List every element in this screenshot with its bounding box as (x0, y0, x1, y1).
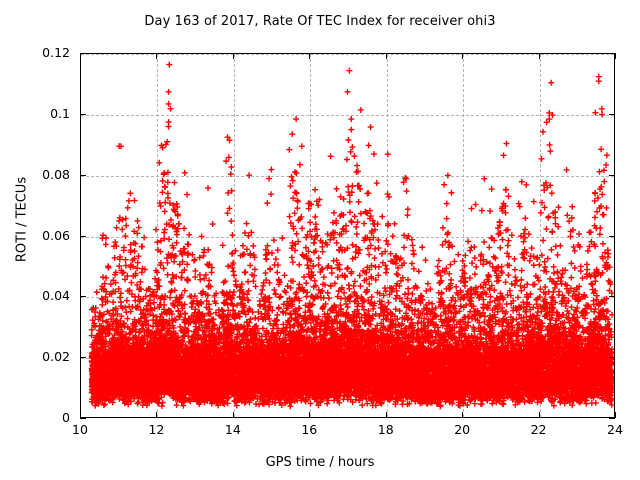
x-tick-mark (232, 412, 234, 418)
y-tick-label: 0.1 (50, 105, 70, 121)
y-tick-mark (609, 53, 615, 54)
x-tick-mark (538, 412, 540, 418)
x-axis-label: GPS time / hours (265, 455, 375, 470)
x-tick-label: 18 (377, 422, 394, 437)
gridline-vertical (386, 54, 388, 417)
y-tick-mark (609, 113, 615, 115)
plot-area (80, 53, 615, 418)
x-tick-mark (156, 53, 158, 59)
gridline-horizontal (81, 175, 614, 177)
y-tick-label: 0.06 (42, 227, 70, 243)
x-tick-mark (462, 412, 464, 418)
gridline-horizontal (81, 114, 614, 116)
x-tick-label: 14 (224, 422, 241, 437)
y-tick-label: 0.08 (42, 166, 70, 182)
x-tick-mark (156, 412, 158, 418)
y-tick-mark (80, 53, 86, 54)
x-tick-mark (538, 53, 540, 59)
y-tick-label: 0.12 (42, 45, 70, 60)
y-axis-label: ROTI / TECUs (14, 176, 30, 263)
x-tick-mark (309, 53, 311, 59)
gridline-vertical (310, 54, 312, 417)
x-tick-mark (615, 53, 616, 59)
gridline-vertical (157, 54, 159, 417)
y-tick-mark (609, 296, 615, 298)
y-tick-label: 0.02 (42, 349, 70, 365)
y-tick-mark (609, 357, 615, 359)
x-tick-mark (309, 412, 311, 418)
gridline-vertical (539, 54, 541, 417)
x-tick-mark (80, 412, 81, 418)
y-tick-mark (609, 235, 615, 237)
chart-title: Day 163 of 2017, Rate Of TEC Index for r… (144, 14, 496, 29)
x-tick-mark (615, 412, 616, 418)
y-tick-label: 0 (62, 410, 70, 425)
x-tick-mark (385, 412, 387, 418)
x-tick-label: 12 (148, 422, 165, 437)
y-tick-mark (80, 418, 86, 419)
gridline-vertical (463, 54, 465, 417)
scatter-points (88, 61, 614, 410)
x-tick-mark (80, 53, 81, 59)
y-tick-mark (80, 113, 86, 115)
y-tick-mark (80, 174, 86, 176)
y-tick-mark (609, 418, 615, 419)
y-tick-mark (80, 357, 86, 359)
x-tick-label: 20 (454, 422, 471, 437)
x-tick-label: 10 (72, 422, 88, 437)
y-tick-mark (80, 235, 86, 237)
y-tick-mark (609, 174, 615, 176)
x-tick-mark (232, 53, 234, 59)
x-tick-label: 16 (301, 422, 318, 437)
x-tick-label: 24 (607, 422, 623, 437)
y-tick-label: 0.04 (42, 288, 70, 304)
x-tick-mark (462, 53, 464, 59)
gridline-horizontal (81, 54, 614, 55)
x-tick-label: 22 (530, 422, 547, 437)
x-tick-mark (385, 53, 387, 59)
gridline-horizontal (81, 236, 614, 238)
y-tick-mark (80, 296, 86, 298)
